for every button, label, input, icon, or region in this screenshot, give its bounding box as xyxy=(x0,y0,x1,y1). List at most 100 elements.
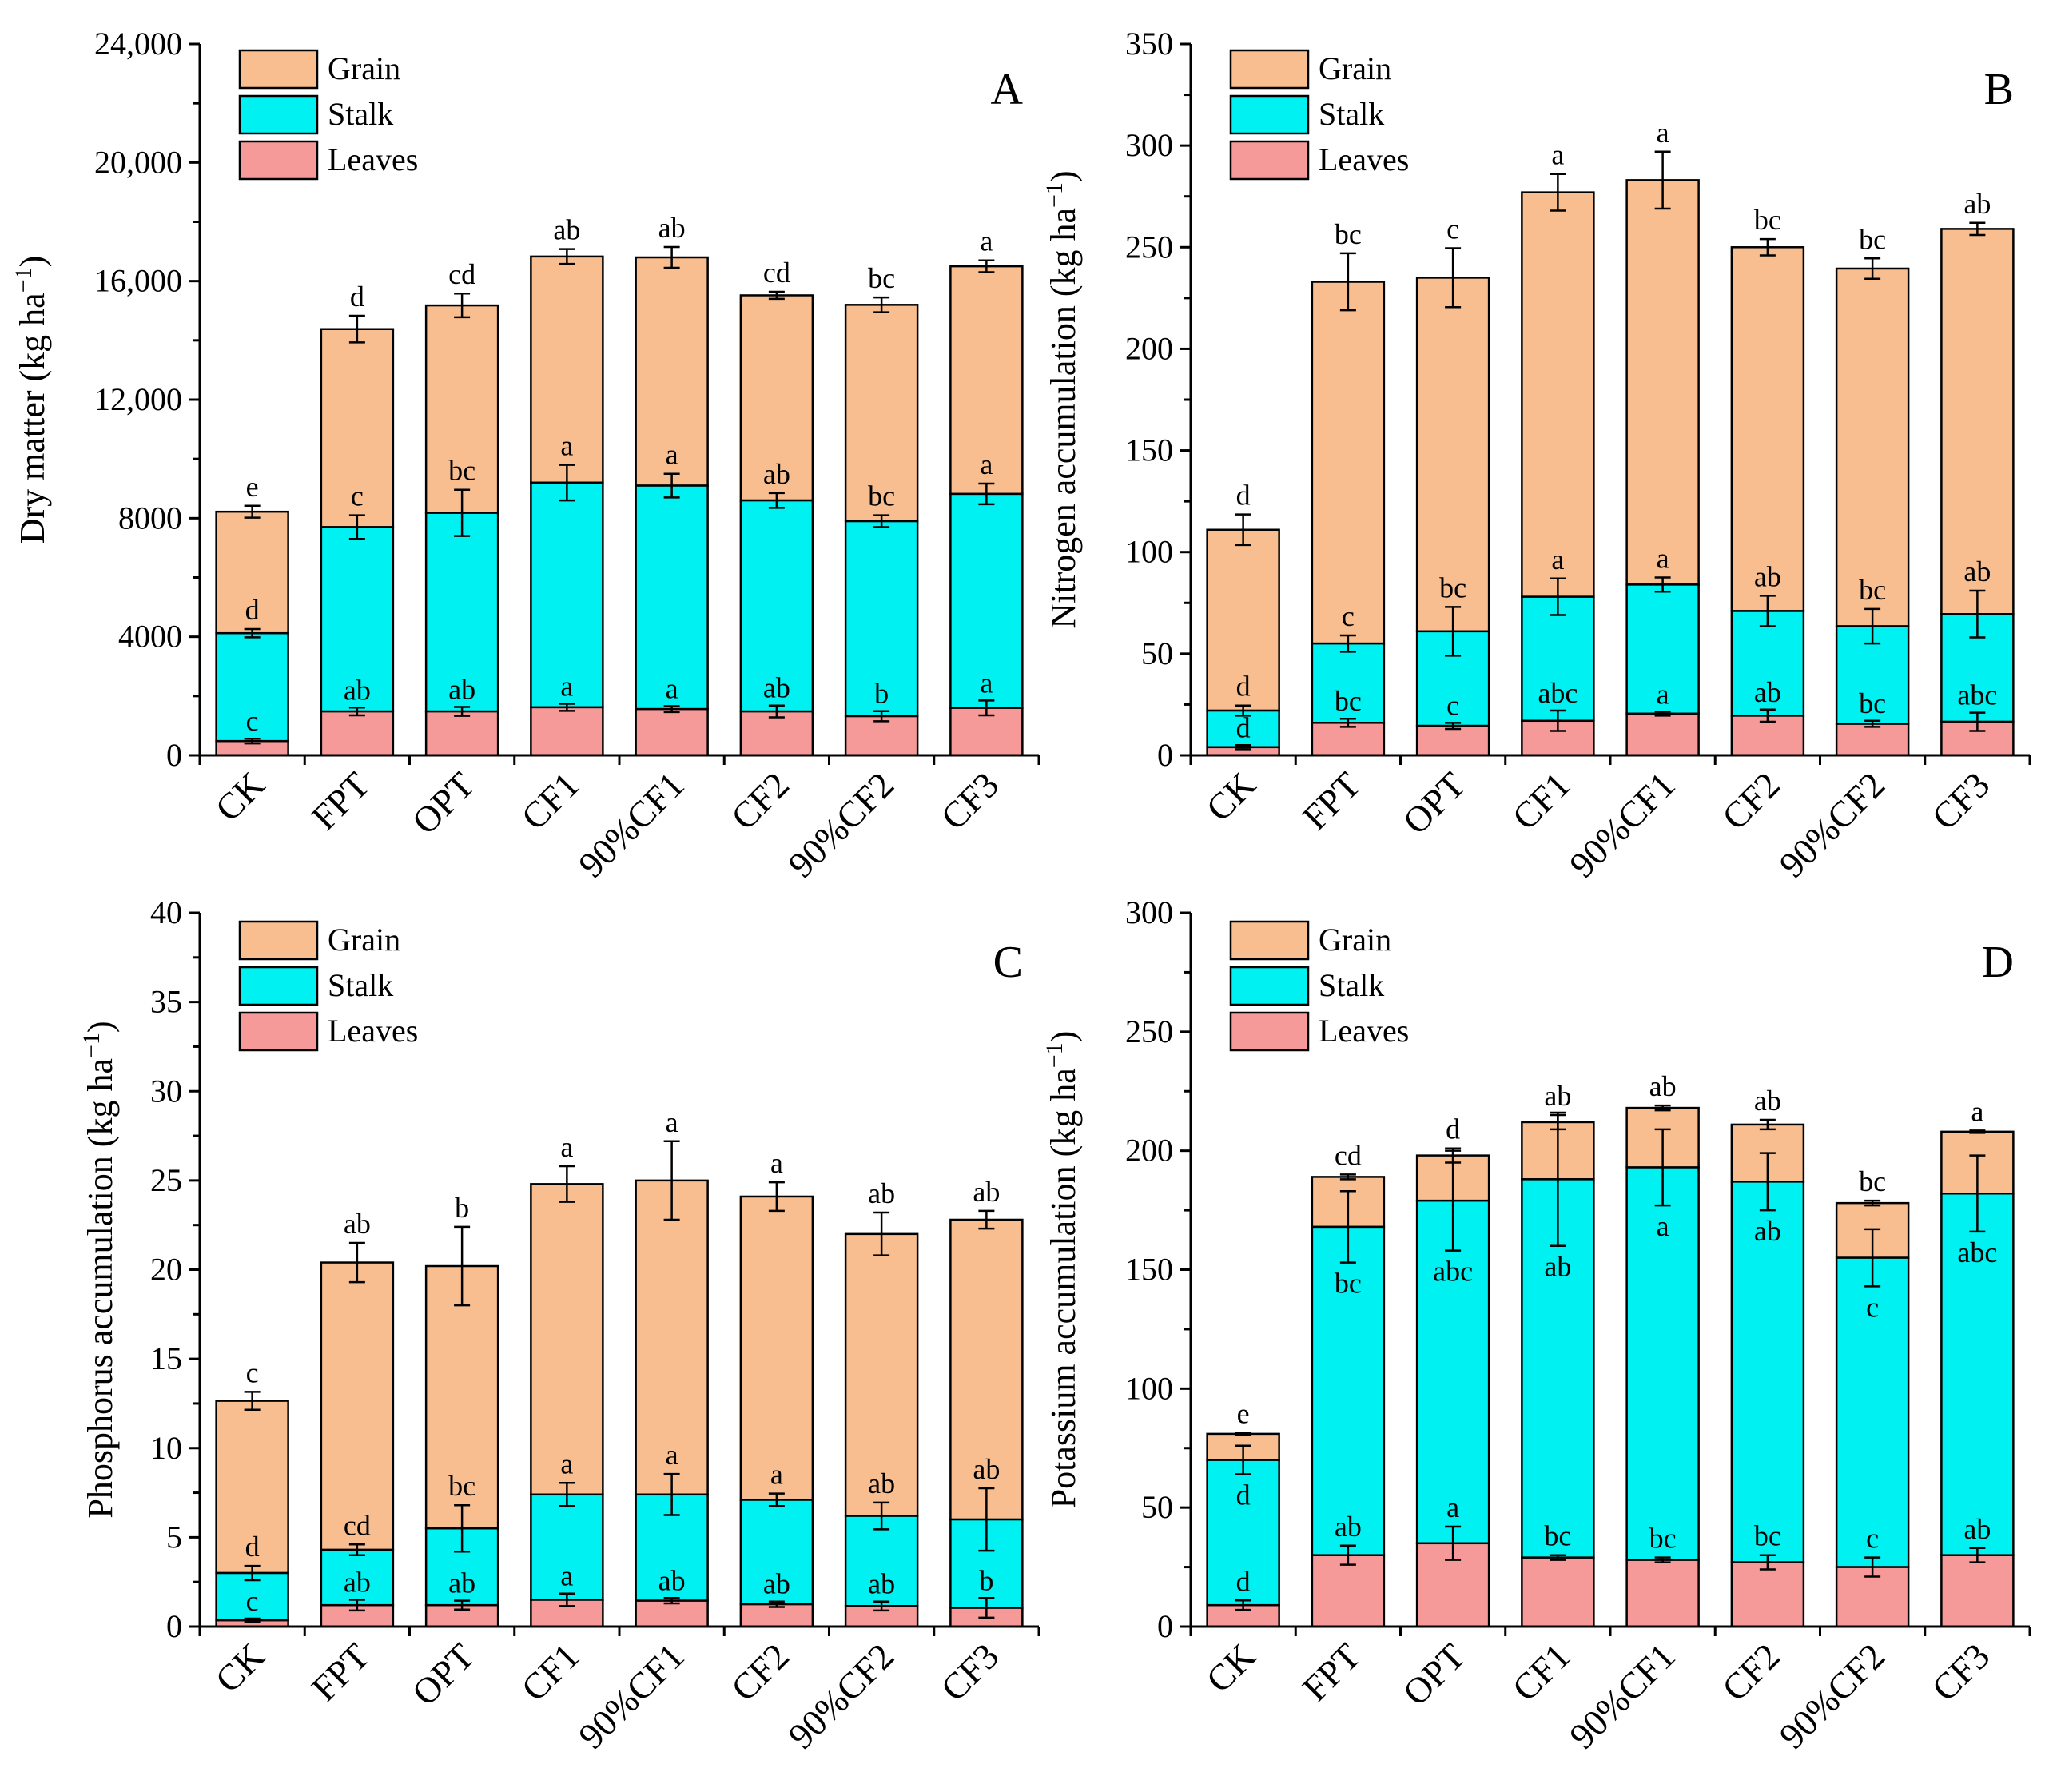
bar-grain xyxy=(1311,281,1386,645)
bar-grain xyxy=(320,328,395,528)
bar-leaves xyxy=(635,1599,709,1628)
significance-label: ab xyxy=(1335,1511,1362,1543)
significance-label: ab xyxy=(1544,1251,1571,1283)
legend-label-leaves: Leaves xyxy=(328,1013,418,1049)
significance-label: a xyxy=(560,430,573,462)
significance-label: c xyxy=(246,1585,259,1617)
significance-label: c xyxy=(1342,600,1355,632)
significance-label: ab xyxy=(1754,1085,1781,1117)
significance-label: d xyxy=(245,594,260,626)
significance-label: ab xyxy=(1754,676,1781,708)
significance-label: ab xyxy=(1754,560,1781,592)
significance-label: ab xyxy=(553,214,580,246)
y-axis-title-close: ) xyxy=(1044,1031,1083,1043)
significance-label: bc xyxy=(1544,1520,1571,1552)
bar-stalk xyxy=(844,520,919,718)
y-axis-title-close: ) xyxy=(1044,170,1083,182)
y-tick-label: 4000 xyxy=(118,619,182,655)
significance-label: a xyxy=(666,672,678,704)
significance-label: ab xyxy=(973,1176,1000,1208)
significance-label: a xyxy=(560,1448,573,1479)
significance-label: a xyxy=(666,439,678,471)
significance-label: a xyxy=(770,1147,783,1179)
bar-stalk xyxy=(530,1493,604,1601)
significance-label: d xyxy=(245,1531,260,1563)
significance-label: c xyxy=(1866,1523,1879,1555)
bar-leaves xyxy=(1415,724,1490,757)
y-tick-label: 8000 xyxy=(118,500,182,536)
y-tick-label: 250 xyxy=(1125,1013,1173,1049)
legend-swatch-stalk xyxy=(1229,966,1310,1006)
legend: Grain Stalk Leaves xyxy=(1229,49,1409,181)
significance-label: ab xyxy=(344,1567,371,1599)
legend-label-grain: Grain xyxy=(1319,922,1391,958)
bar-leaves xyxy=(1625,1559,1700,1628)
significance-label: abc xyxy=(1957,679,1997,711)
y-axis-title-superscript: −1 xyxy=(1041,182,1068,208)
significance-label: a xyxy=(666,1439,678,1471)
significance-label: ab xyxy=(1963,188,1991,220)
legend-swatch-grain xyxy=(238,920,319,961)
significance-label: a xyxy=(1551,544,1564,575)
significance-label: a xyxy=(560,1560,573,1592)
x-tick-label: CF1 xyxy=(513,764,587,838)
y-tick-label: 25 xyxy=(150,1162,182,1198)
panel-letter: C xyxy=(993,938,1023,987)
bar-grain xyxy=(844,304,919,523)
y-tick-label: 150 xyxy=(1125,1252,1173,1288)
legend-label-leaves: Leaves xyxy=(328,141,418,177)
legend: Grain Stalk Leaves xyxy=(238,920,418,1052)
significance-label: bc xyxy=(1859,223,1886,255)
y-axis-title-main: Potassium accumulation (kg ha xyxy=(1044,1068,1083,1508)
significance-label: d xyxy=(1446,1113,1460,1145)
x-tick-label: CK xyxy=(1198,1635,1263,1700)
legend-label-stalk: Stalk xyxy=(328,967,393,1003)
bar-grain xyxy=(1730,246,1805,612)
bar-leaves xyxy=(739,710,814,757)
significance-label: e xyxy=(246,471,259,503)
significance-label: bc xyxy=(1859,687,1886,719)
y-tick-label: 100 xyxy=(1125,534,1173,570)
y-tick-label: 0 xyxy=(1157,1608,1173,1644)
significance-label: a xyxy=(980,448,993,480)
bar-stalk xyxy=(1415,1199,1490,1545)
bar-stalk xyxy=(215,631,289,743)
x-tick-label: CF3 xyxy=(933,1635,1006,1709)
legend-label-grain: Grain xyxy=(328,922,400,958)
y-tick-label: 35 xyxy=(150,984,182,1020)
panel-b: dddbccbccbccabcaaaaaababbcbcbcbcabcabab0… xyxy=(1041,26,2031,886)
significance-label: d xyxy=(1236,711,1251,743)
x-tick-label: CF3 xyxy=(933,764,1006,838)
bar-grain xyxy=(1625,179,1700,586)
x-tick-label: OPT xyxy=(1395,764,1474,842)
significance-label: cd xyxy=(448,258,475,290)
significance-label: e xyxy=(1237,1397,1250,1429)
bar-grain xyxy=(635,256,709,487)
y-tick-label: 40 xyxy=(150,894,182,930)
bar-stalk xyxy=(1625,583,1700,715)
y-tick-label: 5 xyxy=(166,1519,182,1555)
significance-label: c xyxy=(1446,213,1459,245)
significance-label: d xyxy=(350,281,364,313)
significance-label: d xyxy=(1236,671,1251,703)
x-tick-label: FPT xyxy=(1295,764,1368,838)
significance-label: a xyxy=(1657,1210,1669,1242)
significance-label: ab xyxy=(1963,556,1991,587)
bar-stalk xyxy=(739,1499,814,1606)
y-tick-label: 20 xyxy=(150,1252,182,1288)
bar-stalk xyxy=(949,492,1024,709)
x-tick-label: FPT xyxy=(304,764,377,838)
significance-label: d xyxy=(1236,480,1251,512)
x-tick-label: OPT xyxy=(404,764,483,842)
y-tick-label: 30 xyxy=(150,1073,182,1109)
x-tick-label: 90%CF2 xyxy=(1771,764,1892,886)
y-tick-label: 16,000 xyxy=(94,263,182,299)
y-tick-label: 12,000 xyxy=(94,381,182,417)
significance-label: ab xyxy=(448,674,475,706)
significance-label: bc xyxy=(1859,574,1886,606)
significance-label: b xyxy=(979,1564,993,1596)
panel-letter: A xyxy=(991,65,1024,114)
y-axis-title-close: ) xyxy=(81,1021,120,1033)
y-tick-label: 15 xyxy=(150,1340,182,1376)
